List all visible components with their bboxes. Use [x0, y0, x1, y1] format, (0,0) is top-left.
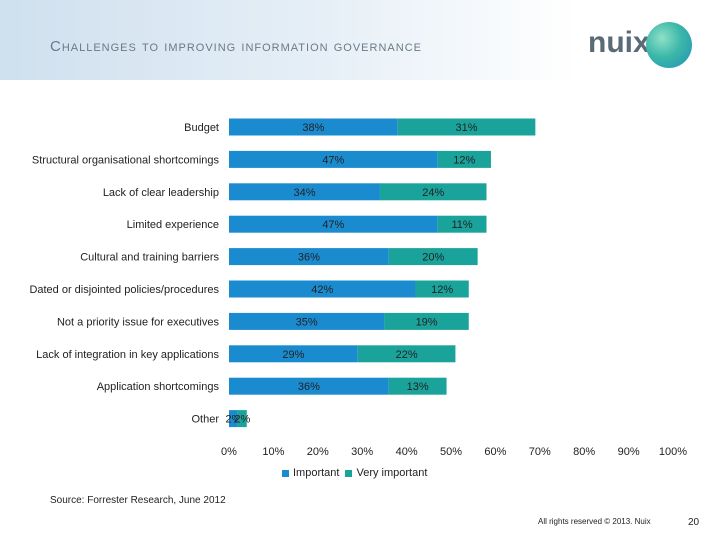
- data-label: 20%: [422, 252, 444, 264]
- data-label: 24%: [422, 187, 444, 199]
- bar-important: [229, 345, 358, 363]
- x-tick-label: 20%: [307, 446, 329, 458]
- data-label: 19%: [416, 316, 438, 328]
- x-tick-label: 50%: [440, 446, 462, 458]
- category-label: Limited experience: [127, 219, 219, 231]
- data-label: 47%: [322, 154, 344, 166]
- bar-important: [229, 410, 238, 428]
- x-tick-label: 100%: [659, 446, 687, 458]
- bar-important: [229, 377, 389, 395]
- data-label: 13%: [407, 381, 429, 393]
- data-label: 36%: [298, 252, 320, 264]
- data-label: 38%: [302, 122, 324, 134]
- category-label: Lack of clear leadership: [103, 187, 219, 199]
- bar-very-important: [357, 345, 456, 363]
- bar-important: [229, 215, 438, 233]
- bar-very-important: [397, 118, 536, 136]
- nuix-logo: nuix: [588, 18, 698, 68]
- category-label: Budget: [184, 122, 219, 134]
- category-label: Lack of integration in key applications: [36, 349, 219, 361]
- category-label: Not a priority issue for executives: [57, 316, 220, 328]
- x-tick-label: 90%: [618, 446, 640, 458]
- legend-label-important: Important: [293, 467, 340, 479]
- bar-important: [229, 183, 380, 201]
- x-tick-label: 30%: [351, 446, 373, 458]
- bar-important: [229, 150, 438, 168]
- chart-legend: Important Very important: [282, 467, 433, 479]
- logo-wordmark: nuix: [588, 26, 650, 59]
- x-tick-label: 0%: [221, 446, 237, 458]
- bar-important: [229, 312, 385, 330]
- legend-label-very-important: Very important: [356, 467, 428, 479]
- bar-important: [229, 248, 389, 266]
- logo-sphere-icon: [646, 22, 692, 68]
- legend-item-important: Important: [282, 467, 339, 479]
- data-label: 36%: [298, 381, 320, 393]
- bar-very-important: [379, 183, 487, 201]
- data-label: 12%: [453, 154, 475, 166]
- data-label: 47%: [322, 219, 344, 231]
- source-note: Source: Forrester Research, June 2012: [50, 495, 226, 506]
- legend-item-very-important: Very important: [345, 467, 427, 479]
- bar-very-important: [415, 280, 469, 298]
- legend-swatch-important: [282, 469, 289, 477]
- data-label: 29%: [282, 349, 304, 361]
- copyright-note: All rights reserved © 2013. Nuix: [538, 517, 651, 526]
- page-number: 20: [688, 517, 700, 528]
- bar-important: [229, 118, 398, 136]
- bar-very-important: [388, 248, 478, 266]
- legend-swatch-very-important: [345, 469, 353, 477]
- page-title: Challenges to improving information gove…: [50, 38, 422, 55]
- bar-very-important: [237, 410, 247, 428]
- header-band: [0, 0, 720, 80]
- category-label: Application shortcomings: [97, 381, 220, 393]
- data-label: 11%: [451, 219, 472, 231]
- data-label: 22%: [396, 349, 418, 361]
- category-label: Other: [191, 414, 219, 426]
- bar-very-important: [437, 215, 487, 233]
- bar-important: [229, 280, 416, 298]
- data-label: 12%: [431, 284, 453, 296]
- x-tick-label: 10%: [262, 446, 284, 458]
- data-label: 31%: [456, 122, 478, 134]
- data-label: 42%: [311, 284, 333, 296]
- x-tick-label: 80%: [573, 446, 595, 458]
- data-label: 35%: [296, 316, 318, 328]
- category-label: Dated or disjointed policies/procedures: [29, 284, 219, 296]
- bar-very-important: [384, 312, 469, 330]
- category-label: Cultural and training barriers: [80, 252, 219, 264]
- data-label: 34%: [293, 187, 315, 199]
- data-label: 2%: [234, 414, 250, 426]
- x-tick-label: 60%: [484, 446, 506, 458]
- bar-very-important: [437, 150, 491, 168]
- x-tick-label: 40%: [396, 446, 418, 458]
- x-tick-label: 70%: [529, 446, 551, 458]
- data-label: 2%: [225, 414, 241, 426]
- bar-very-important: [388, 377, 447, 395]
- category-label: Structural organisational shortcomings: [32, 154, 220, 166]
